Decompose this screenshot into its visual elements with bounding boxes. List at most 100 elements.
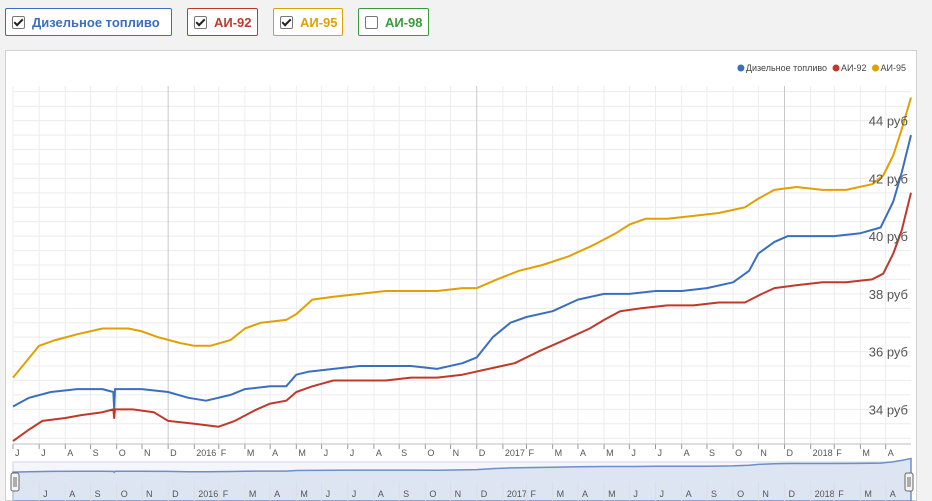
- toggle-ai95[interactable]: АИ-95: [273, 8, 343, 36]
- navigator-tick-label: N: [762, 489, 769, 499]
- navigator-tick-label: A: [582, 489, 588, 499]
- navigator-tick-label: F: [223, 489, 229, 499]
- legend-label: АИ-95: [881, 63, 906, 73]
- y-axis-ticks: 34 руб 36 руб 38 руб 40 руб 42 руб 44 руб: [869, 114, 908, 418]
- navigator-tick-label: A: [378, 489, 384, 499]
- x-tick-label: O: [427, 448, 434, 458]
- x-tick-label: D: [170, 448, 177, 458]
- y-tick-label: 36 руб: [869, 345, 908, 360]
- x-tick-label: A: [67, 448, 73, 458]
- x-tick-label: J: [15, 448, 20, 458]
- navigator-tick-label: S: [711, 489, 717, 499]
- toggle-label: АИ-95: [300, 14, 338, 30]
- toggle-ai98[interactable]: АИ-98: [358, 8, 429, 36]
- x-tick-label: J: [658, 448, 663, 458]
- navigator-tick-label: M: [300, 489, 308, 499]
- fuel-toggle-bar: Дизельное топливо АИ-92 АИ-95 АИ-98: [0, 0, 932, 44]
- series-line-2: [12, 97, 912, 379]
- navigator-tick-label: S: [95, 489, 101, 499]
- x-tick-label: J: [41, 448, 46, 458]
- x-tick-label: M: [555, 448, 563, 458]
- x-tick-label: J: [631, 448, 636, 458]
- toggle-label: АИ-92: [214, 14, 252, 30]
- y-tick-label: 38 руб: [869, 287, 908, 302]
- x-tick-label: A: [684, 448, 690, 458]
- navigator-tick-label: J: [43, 489, 48, 499]
- y-tick-label: 44 руб: [869, 114, 908, 129]
- legend: АИ-95 АИ-92 Дизельное топливо: [737, 63, 906, 73]
- navigator-tick-label: M: [864, 489, 872, 499]
- navigator-tick-label: N: [455, 489, 462, 499]
- navigator-tick-label: J: [326, 489, 331, 499]
- x-tick-label: 2018: [813, 448, 833, 458]
- navigator-tick-label: D: [789, 489, 796, 499]
- series-line-1: [12, 192, 912, 442]
- x-tick-label: A: [376, 448, 382, 458]
- navigator-tick-label: A: [274, 489, 280, 499]
- x-tick-label: F: [529, 448, 535, 458]
- navigator-tick-label: F: [531, 489, 537, 499]
- x-tick-label: F: [836, 448, 842, 458]
- x-tick-label: M: [862, 448, 870, 458]
- navigator-tick-label: D: [481, 489, 488, 499]
- x-tick-label: N: [760, 448, 767, 458]
- x-tick-label: A: [272, 448, 278, 458]
- checkbox-icon[interactable]: [365, 15, 378, 29]
- navigator-tick-label: O: [429, 489, 436, 499]
- navigator-tick-label: M: [557, 489, 565, 499]
- series-line-0: [12, 134, 912, 411]
- x-tick-label: A: [580, 448, 586, 458]
- legend-marker: [872, 64, 880, 72]
- x-tick-label: D: [479, 448, 486, 458]
- x-tick-label: D: [787, 448, 794, 458]
- navigator-tick-label: 2017: [507, 489, 527, 499]
- x-tick-label: N: [144, 448, 151, 458]
- x-tick-label: O: [735, 448, 742, 458]
- x-tick-label: S: [401, 448, 407, 458]
- navigator-tick-label: D: [172, 489, 179, 499]
- x-tick-label: 2016: [196, 448, 216, 458]
- toggle-label: Дизельное топливо: [32, 14, 160, 30]
- checkbox-icon[interactable]: [194, 15, 207, 29]
- navigator-tick-label: M: [608, 489, 616, 499]
- x-tick-label: S: [709, 448, 715, 458]
- x-tick-label: M: [247, 448, 255, 458]
- navigator-tick-label: A: [69, 489, 75, 499]
- y-tick-label: 34 руб: [869, 402, 908, 417]
- x-tick-label: M: [298, 448, 306, 458]
- x-tick-label: O: [119, 448, 126, 458]
- navigator-tick-label: F: [838, 489, 844, 499]
- grid: [12, 86, 911, 444]
- x-tick-label: M: [606, 448, 614, 458]
- x-tick-label: J: [350, 448, 355, 458]
- checkbox-icon[interactable]: [280, 15, 293, 29]
- range-navigator[interactable]: J A S O N D 2016 F M A M J J A S O N D 2017 F M A M J J A S O N D 2018…: [10, 457, 914, 501]
- navigator-tick-label: 2018: [815, 489, 835, 499]
- legend-label: АИ-92: [841, 63, 866, 73]
- navigator-tick-label: A: [686, 489, 692, 499]
- navigator-tick-label: J: [660, 489, 665, 499]
- series-lines: [12, 97, 912, 442]
- toggle-ai92[interactable]: АИ-92: [187, 8, 258, 36]
- x-axis-ticks: J J A S O N D 2016 F M A M J J A S O N D 2017 F M A M J J A S O N D 201…: [12, 443, 911, 458]
- navigator-tick-label: J: [352, 489, 357, 499]
- navigator-tick-label: M: [249, 489, 257, 499]
- navigator-tick-label: O: [121, 489, 128, 499]
- navigator-tick-label: S: [403, 489, 409, 499]
- navigator-tick-label: O: [737, 489, 744, 499]
- navigator-tick-label: 2016: [198, 489, 218, 499]
- navigator-tick-label: A: [890, 489, 896, 499]
- navigator-tick-label: J: [633, 489, 638, 499]
- x-tick-label: S: [93, 448, 99, 458]
- legend-label: Дизельное топливо: [746, 63, 827, 73]
- year-separators: [167, 86, 786, 444]
- navigator-left-handle[interactable]: [10, 472, 20, 492]
- x-tick-label: 2017: [505, 448, 525, 458]
- navigator-right-handle[interactable]: [904, 472, 914, 492]
- navigator-series: [12, 457, 912, 501]
- x-tick-label: J: [324, 448, 329, 458]
- toggle-diesel[interactable]: Дизельное топливо: [5, 8, 172, 36]
- checkbox-icon[interactable]: [12, 15, 25, 29]
- x-tick-label: N: [453, 448, 460, 458]
